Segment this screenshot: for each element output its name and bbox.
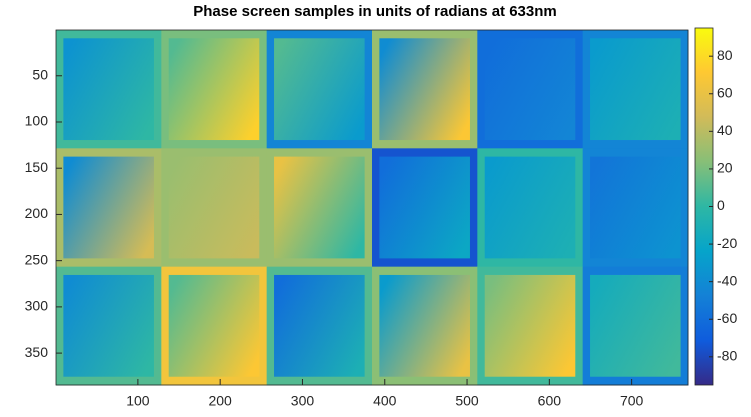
colorbar-tick-label: 20 xyxy=(717,160,733,176)
colorbar-tick-label: 60 xyxy=(717,84,733,100)
phase-patch xyxy=(590,274,681,377)
y-tick-label: 250 xyxy=(25,251,49,267)
phase-patch xyxy=(590,156,681,259)
x-tick-label: 700 xyxy=(620,393,644,409)
phase-patch xyxy=(379,156,470,259)
phase-patch xyxy=(274,274,365,377)
colorbar-tick-label: -60 xyxy=(717,310,737,326)
x-tick-label: 600 xyxy=(538,393,562,409)
phase-patch xyxy=(379,38,470,141)
y-tick-label: 350 xyxy=(25,344,49,360)
colorbar-tick-label: -20 xyxy=(717,235,737,251)
x-tick-label: 400 xyxy=(373,393,397,409)
x-tick-label: 200 xyxy=(208,393,232,409)
y-tick-label: 150 xyxy=(25,159,49,175)
phase-patch xyxy=(484,38,576,141)
phase-patch xyxy=(168,156,260,259)
y-tick-label: 100 xyxy=(25,113,49,129)
phase-patch xyxy=(274,38,365,141)
phase-patch xyxy=(63,274,154,377)
colorbar-tick-label: 40 xyxy=(717,122,733,138)
colorbar-tick-label: -40 xyxy=(717,272,737,288)
colorbar-tick-label: 0 xyxy=(717,197,725,213)
phase-patch xyxy=(590,38,681,141)
colorbar-tick-label: 80 xyxy=(717,47,733,63)
axes-box xyxy=(55,29,689,386)
phase-patch xyxy=(379,274,470,377)
y-tick-label: 200 xyxy=(25,205,49,221)
x-tick-label: 100 xyxy=(126,393,150,409)
y-tick-label: 300 xyxy=(25,298,49,314)
colorbar-tick-label: -80 xyxy=(717,348,737,364)
phase-patch xyxy=(168,38,260,141)
chart-title: Phase screen samples in units of radians… xyxy=(193,3,556,20)
phase-patch xyxy=(63,38,154,141)
phase-patch xyxy=(168,274,260,377)
phase-patch xyxy=(484,156,576,259)
phase-patch xyxy=(484,274,576,377)
x-tick-label: 500 xyxy=(455,393,479,409)
phase-patch xyxy=(274,156,365,259)
x-tick-label: 300 xyxy=(291,393,315,409)
y-tick-label: 50 xyxy=(32,66,48,82)
phase-patch xyxy=(63,156,154,259)
